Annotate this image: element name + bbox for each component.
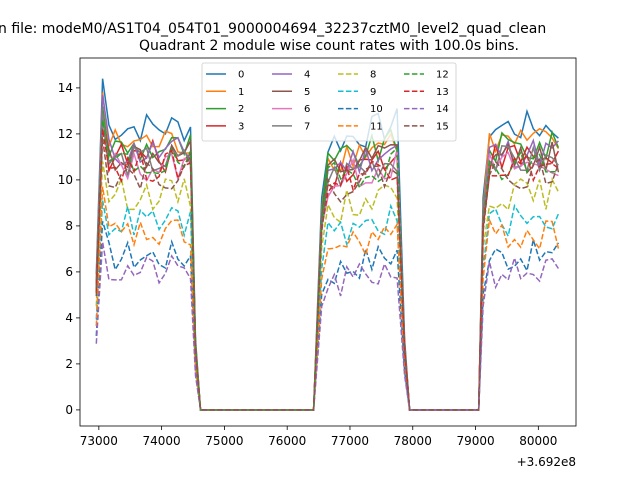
legend-label: 2 [238,104,244,115]
y-tick-label: 4 [65,311,73,325]
y-tick-label: 8 [65,219,73,233]
x-tick-label: 80000 [519,434,557,448]
series-line-13 [95,129,559,411]
legend-label: 3 [238,121,244,132]
figure-suptitle: n file: modeM0/AS1T04_054T01_9000004694_… [0,21,546,37]
y-axis: 0 2 4 6 8 10 12 14 [58,81,80,417]
plot-frame [79,57,577,427]
legend-label: 5 [304,87,310,98]
y-tick-label: 0 [65,403,73,417]
legend-label: 14 [436,104,449,115]
x-axis: 73000 74000 75000 76000 77000 78000 79000 80000 [80,426,557,448]
legend-label: 0 [238,70,244,81]
legend-label: 8 [370,70,376,81]
legend-label: 6 [304,104,310,115]
x-offset-label: +3.692e8 [517,455,576,469]
series-line-14 [95,241,560,411]
x-tick-label: 76000 [268,434,306,448]
legend-label: 7 [304,121,310,132]
legend-label: 4 [304,70,310,81]
legend-label: 15 [436,121,449,132]
y-tick-label: 14 [58,81,73,95]
x-tick-label: 73000 [80,434,118,448]
x-tick-label: 77000 [331,434,369,448]
legend-label: 1 [238,87,244,98]
series-line-11 [95,186,560,411]
legend-frame [201,62,457,142]
chart-title: Quadrant 2 module wise count rates with … [139,38,519,54]
y-tick-label: 12 [58,127,73,141]
series-line-10 [95,221,560,411]
series-line-15 [95,138,560,411]
legend-label: 9 [370,87,376,98]
legend-label: 11 [370,121,383,132]
y-tick-label: 6 [65,265,73,279]
series-line-8 [95,161,560,411]
y-tick-label: 10 [58,173,73,187]
x-tick-label: 79000 [456,434,494,448]
series-line-9 [95,200,560,411]
legend-label: 13 [436,87,449,98]
x-tick-label: 78000 [394,434,432,448]
x-tick-label: 75000 [205,434,243,448]
y-tick-label: 2 [65,357,73,371]
legend-label: 10 [370,104,383,115]
x-tick-label: 74000 [143,434,181,448]
legend-label: 12 [436,70,449,81]
series-layer [95,78,560,411]
